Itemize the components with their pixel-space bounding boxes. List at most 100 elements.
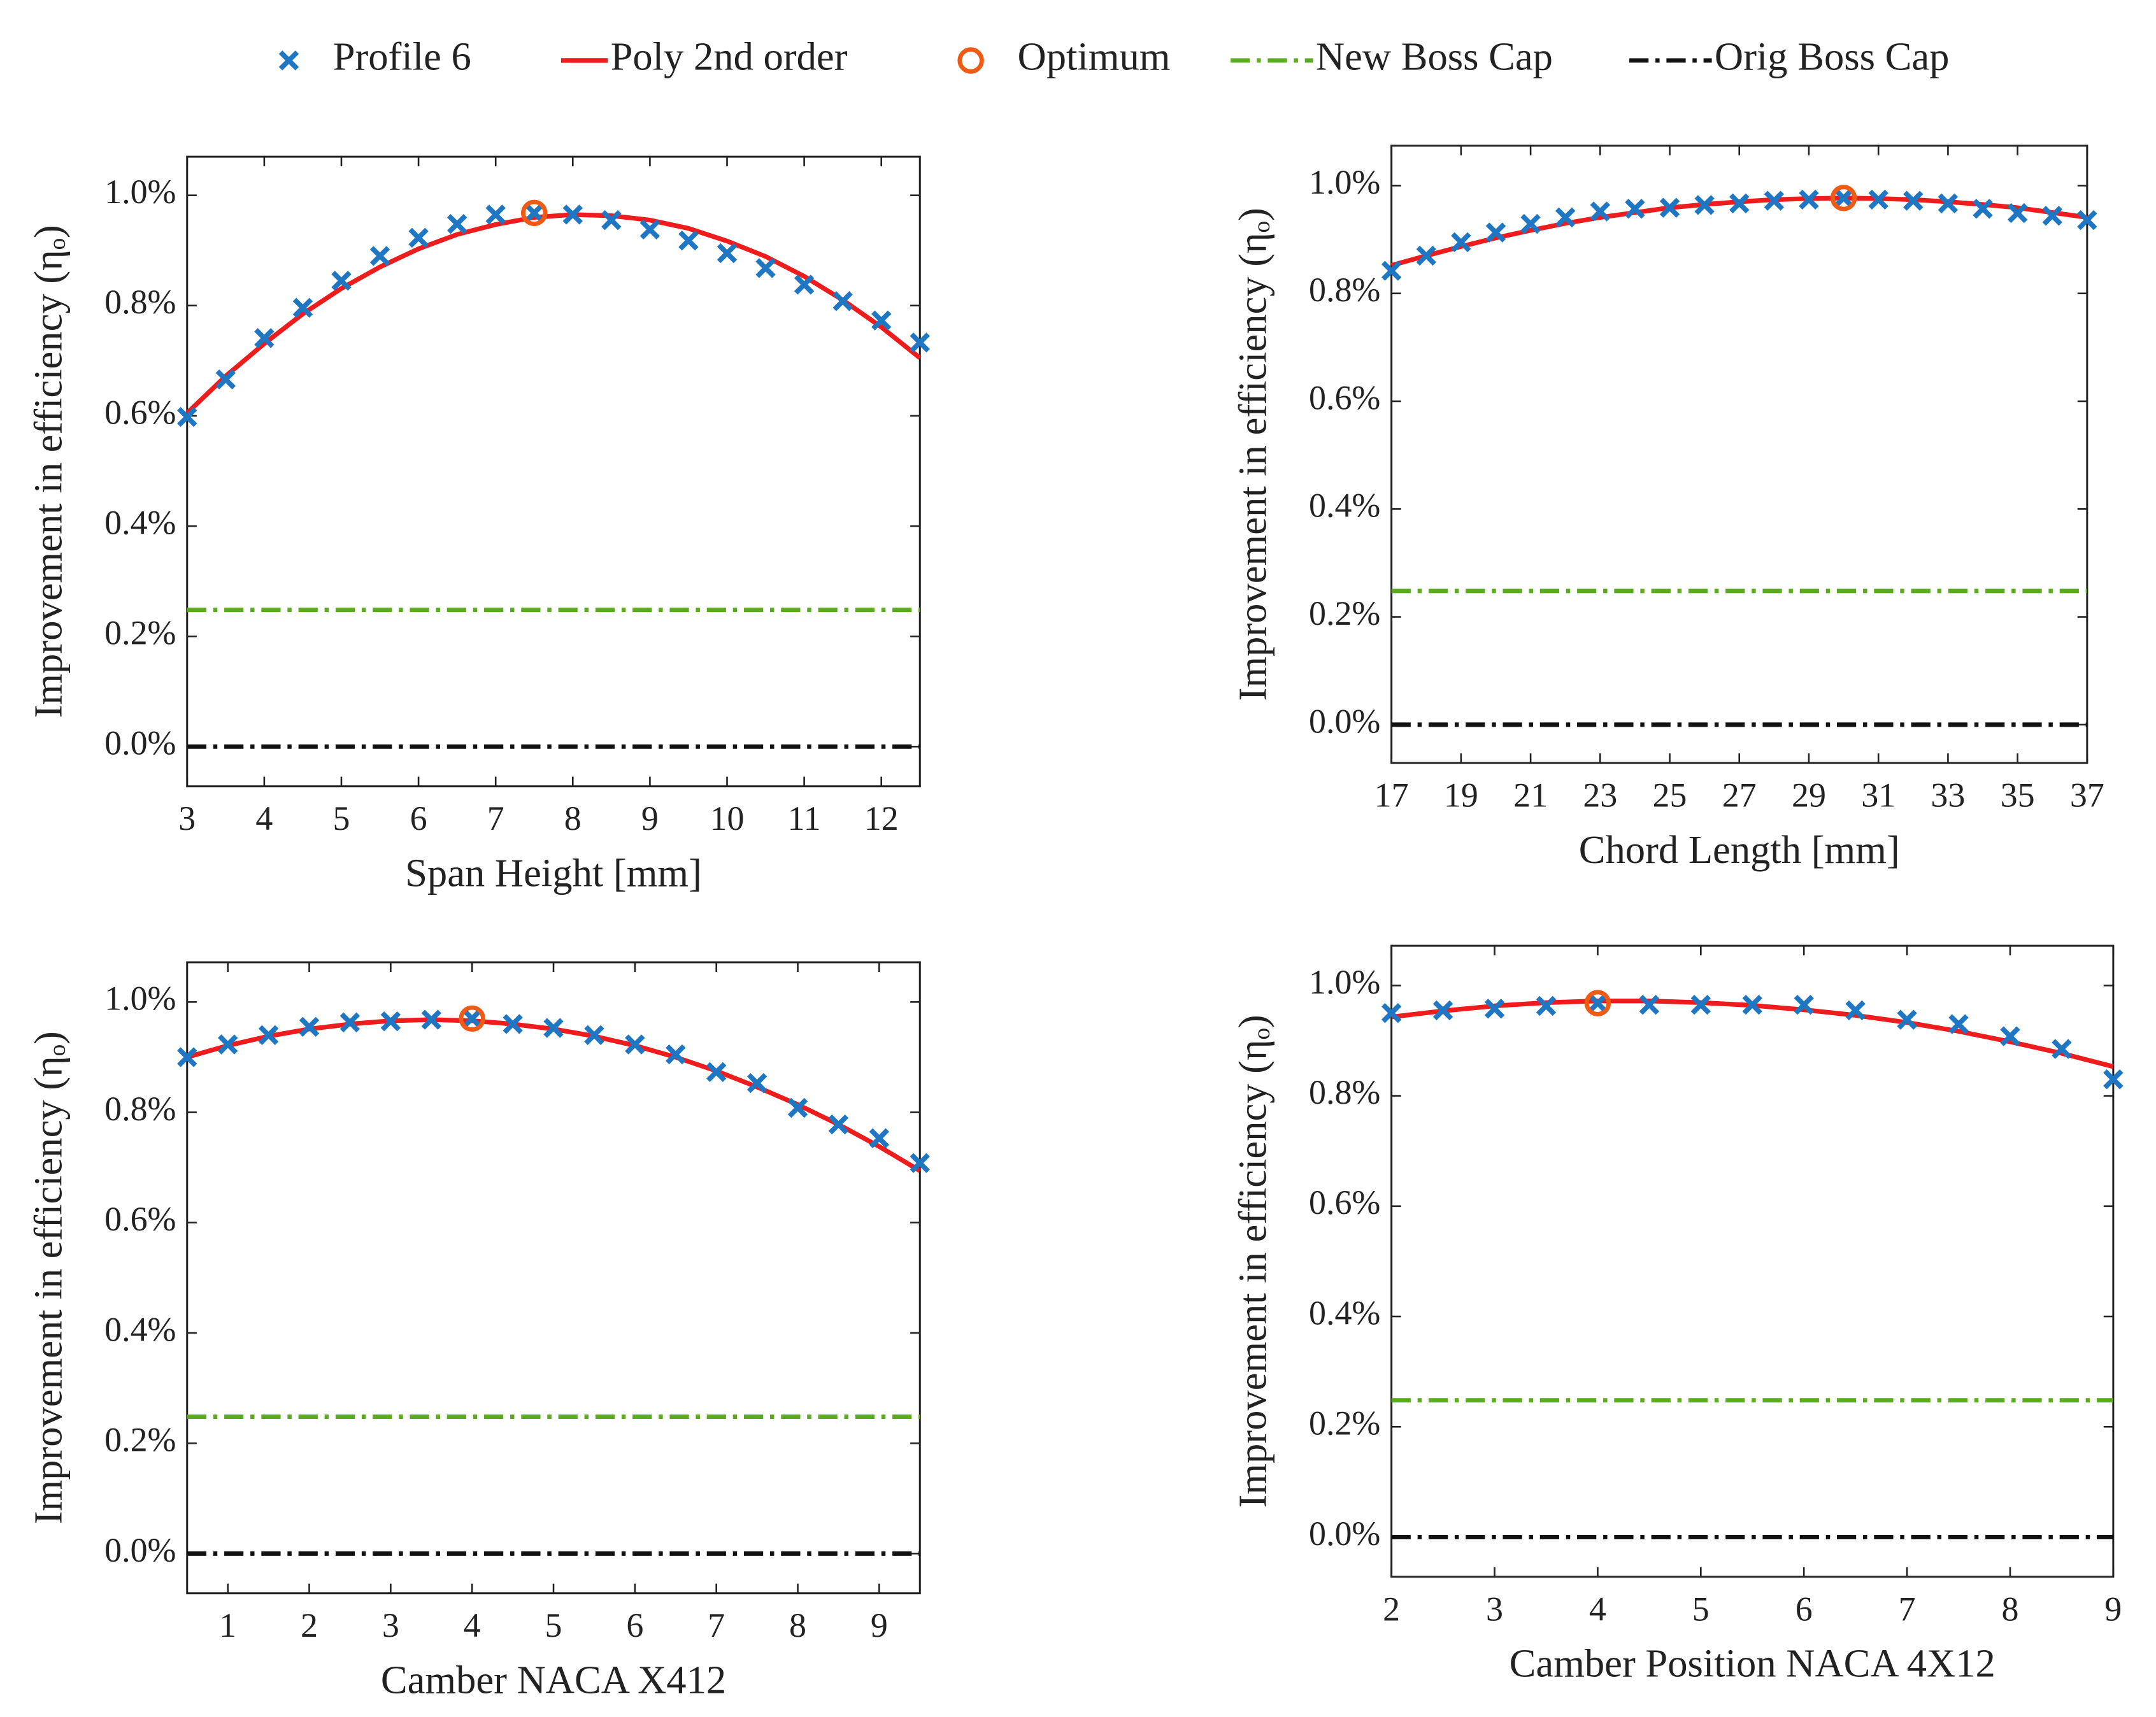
data-point xyxy=(1536,995,1557,1016)
x-tick-label: 3 xyxy=(382,1606,399,1644)
legend-swatch xyxy=(278,50,299,71)
x-tick-label: 4 xyxy=(255,799,273,837)
data-point xyxy=(1587,993,1608,1013)
data-point xyxy=(1729,193,1750,214)
y-tick-label: 1.0% xyxy=(1309,963,1380,1001)
data-point xyxy=(706,1062,727,1083)
data-point xyxy=(871,310,892,331)
data-point xyxy=(584,1025,604,1045)
data-point xyxy=(503,1014,523,1034)
plot-area xyxy=(1390,145,2088,764)
x-tick-label: 17 xyxy=(1374,776,1409,814)
y-tick-label: 1.0% xyxy=(104,980,176,1018)
x-tick-label: 9 xyxy=(641,799,659,837)
x-tick-label: 33 xyxy=(1931,776,1965,814)
y-tick-label: 0.8% xyxy=(104,1090,176,1128)
data-point xyxy=(601,210,622,231)
data-point xyxy=(1845,1000,1866,1021)
x-tick-label: 35 xyxy=(2001,776,2035,814)
x-tick-label: 5 xyxy=(332,799,350,837)
y-tick-label: 0.0% xyxy=(1309,1514,1380,1553)
legend-label: Profile 6 xyxy=(333,34,471,78)
y-tick-label: 0.4% xyxy=(1309,1293,1380,1332)
x-tick-label: 8 xyxy=(564,799,582,837)
data-point xyxy=(1897,1009,1917,1030)
data-point xyxy=(1938,193,1959,214)
x-tick-label: 5 xyxy=(545,1606,562,1644)
data-point xyxy=(215,369,236,390)
data-point xyxy=(678,230,699,251)
data-point xyxy=(1973,199,1993,219)
legend-label: Orig Boss Cap xyxy=(1715,34,1950,78)
data-point xyxy=(421,1009,441,1030)
y-tick-label: 0.0% xyxy=(104,724,176,762)
data-point xyxy=(1639,995,1660,1015)
y-tick-label: 0.8% xyxy=(1309,271,1380,309)
legend-label: Optimum xyxy=(1018,34,1171,78)
y-tick-label: 0.6% xyxy=(104,393,176,431)
x-tick-label: 4 xyxy=(1589,1590,1606,1628)
x-tick-label: 19 xyxy=(1444,776,1478,814)
data-point xyxy=(1903,190,1924,211)
data-point xyxy=(524,203,545,224)
x-tick-label: 23 xyxy=(1583,776,1617,814)
x-tick-label: 37 xyxy=(2070,776,2104,814)
x-tick-label: 8 xyxy=(2001,1590,2018,1628)
data-point xyxy=(2077,210,2097,231)
legend-swatch xyxy=(957,47,984,74)
y-tick-label: 0.2% xyxy=(104,1421,176,1459)
y-tick-label: 0.6% xyxy=(1309,1183,1380,1222)
y-axis-label: Improvement in efficiency (ηₒ) xyxy=(26,1031,71,1524)
data-point xyxy=(177,1047,197,1067)
data-point xyxy=(1381,1003,1402,1023)
y-tick-label: 0.2% xyxy=(1309,594,1380,632)
x-axis-label: Camber NACA X412 xyxy=(381,1658,726,1702)
x-tick-label: 10 xyxy=(710,799,745,837)
x-tick-label: 21 xyxy=(1513,776,1548,814)
x-tick-label: 27 xyxy=(1722,776,1757,814)
x-tick-label: 12 xyxy=(864,799,899,837)
data-point xyxy=(2042,206,2062,226)
x-tick-label: 25 xyxy=(1653,776,1687,814)
data-point xyxy=(910,332,930,353)
plot-area xyxy=(186,155,921,788)
x-tick-label: 7 xyxy=(1899,1590,1916,1628)
data-point xyxy=(299,1016,320,1037)
data-point xyxy=(2007,203,2028,224)
x-tick-label: 11 xyxy=(788,799,821,837)
x-tick-label: 6 xyxy=(410,799,427,837)
data-point xyxy=(543,1018,564,1038)
x-tick-label: 9 xyxy=(871,1606,888,1644)
data-point xyxy=(292,297,313,318)
data-point xyxy=(1590,201,1611,222)
x-axis-label: Span Height [mm] xyxy=(405,850,702,895)
x-tick-label: 1 xyxy=(219,1606,236,1644)
data-point xyxy=(1485,222,1506,243)
data-point xyxy=(1764,190,1785,211)
y-tick-label: 0.0% xyxy=(1309,702,1380,740)
x-tick-label: 5 xyxy=(1692,1590,1710,1628)
fit-line xyxy=(185,212,922,415)
data-point xyxy=(787,1097,808,1118)
data-point xyxy=(910,1153,930,1173)
data-point xyxy=(1484,999,1505,1019)
x-axis-label: Chord Length [mm] xyxy=(1579,827,1900,872)
x-tick-label: 7 xyxy=(487,799,504,837)
data-point xyxy=(2000,1026,2020,1046)
data-point xyxy=(2052,1039,2072,1059)
data-point xyxy=(1451,232,1471,253)
y-axis-label: Improvement in efficiency (ηₒ) xyxy=(1230,208,1274,701)
data-point xyxy=(746,1072,767,1094)
y-tick-label: 0.4% xyxy=(1309,487,1380,525)
y-tick-label: 0.6% xyxy=(104,1200,176,1238)
data-point xyxy=(717,243,738,264)
data-point xyxy=(562,204,583,225)
data-point xyxy=(1948,1014,1969,1034)
data-point xyxy=(1742,995,1762,1015)
legend-label: Poly 2nd order xyxy=(611,34,848,78)
optimum-marker xyxy=(521,199,548,227)
data-point xyxy=(258,1025,279,1045)
data-point xyxy=(446,213,468,234)
data-point xyxy=(755,258,776,278)
